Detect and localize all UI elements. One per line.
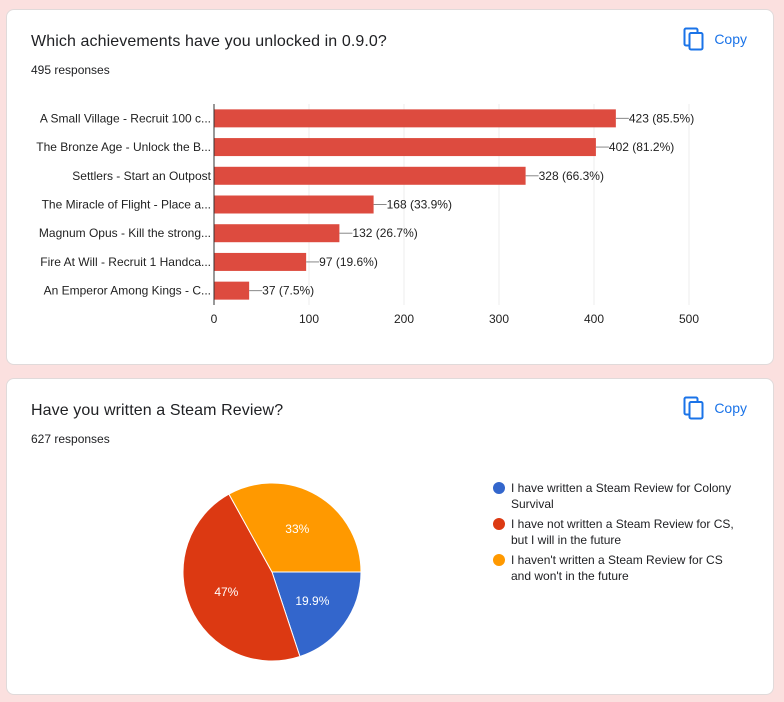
bar xyxy=(214,109,616,128)
question-title: Have you written a Steam Review? xyxy=(31,402,284,419)
pie-slice xyxy=(271,571,362,658)
category-label: The Miracle of Flight - Place a... xyxy=(42,198,211,212)
slice-label: 33% xyxy=(285,522,309,536)
copy-icon xyxy=(683,396,704,420)
data-label: 37 (7.5%) xyxy=(262,284,314,298)
legend-swatch xyxy=(493,518,505,530)
legend-item: I have written a Steam Review for Colony… xyxy=(493,480,743,512)
bar-chart: 0 100 200 300 400 500 A Small Village - Recrui… xyxy=(36,104,699,326)
category-label: Settlers - Start an Outpost xyxy=(72,169,211,183)
data-label: 423 (85.5%) xyxy=(629,111,694,125)
copy-label: Copy xyxy=(714,31,747,47)
legend-label: I haven't written a Steam Review for CS … xyxy=(511,553,723,583)
x-tick-label: 400 xyxy=(584,312,604,326)
legend-swatch xyxy=(493,554,505,566)
bar-chart-card: Which achievements have you unlocked in … xyxy=(6,9,774,365)
copy-label: Copy xyxy=(714,400,747,416)
bar xyxy=(214,138,596,157)
response-count: 627 responses xyxy=(31,432,110,446)
x-tick-label: 100 xyxy=(299,312,319,326)
data-label: 402 (81.2%) xyxy=(609,140,674,154)
data-label: 328 (66.3%) xyxy=(539,169,604,183)
x-tick-label: 200 xyxy=(394,312,414,326)
legend-item: I haven't written a Steam Review for CS … xyxy=(493,552,743,584)
x-tick-label: 0 xyxy=(211,312,218,326)
copy-button[interactable]: Copy xyxy=(683,27,747,51)
category-label: Fire At Will - Recruit 1 Handca... xyxy=(40,255,211,269)
pie-chart: 19.9% 47% 33% xyxy=(182,482,362,662)
pie-slice xyxy=(228,482,362,573)
legend-label: I have written a Steam Review for Colony… xyxy=(511,481,732,511)
legend-item: I have not written a Steam Review for CS… xyxy=(493,516,743,548)
category-label: An Emperor Among Kings - C... xyxy=(44,284,211,298)
bar xyxy=(214,252,307,271)
slice-label: 19.9% xyxy=(295,594,329,608)
x-tick-label: 500 xyxy=(679,312,699,326)
data-label: 132 (26.7%) xyxy=(352,226,417,240)
x-tick-label: 300 xyxy=(489,312,509,326)
pie-slice xyxy=(182,493,301,662)
copy-button[interactable]: Copy xyxy=(683,396,747,420)
response-count: 495 responses xyxy=(31,63,110,77)
bar xyxy=(214,195,374,214)
data-label: 168 (33.9%) xyxy=(387,198,452,212)
pie-chart-card: Have you written a Steam Review? 627 res… xyxy=(6,378,774,695)
pie-legend: I have written a Steam Review for Colony… xyxy=(493,480,743,588)
copy-icon xyxy=(683,27,704,51)
bar xyxy=(214,281,250,300)
category-label: The Bronze Age - Unlock the B... xyxy=(36,140,211,154)
data-label: 97 (19.6%) xyxy=(319,255,378,269)
legend-swatch xyxy=(493,482,505,494)
question-title: Which achievements have you unlocked in … xyxy=(31,33,387,50)
category-label: A Small Village - Recruit 100 c... xyxy=(40,111,211,125)
category-label: Magnum Opus - Kill the strong... xyxy=(39,226,211,240)
bar xyxy=(214,166,526,185)
slice-label: 47% xyxy=(214,585,238,599)
legend-label: I have not written a Steam Review for CS… xyxy=(511,517,734,547)
bar xyxy=(214,224,340,243)
